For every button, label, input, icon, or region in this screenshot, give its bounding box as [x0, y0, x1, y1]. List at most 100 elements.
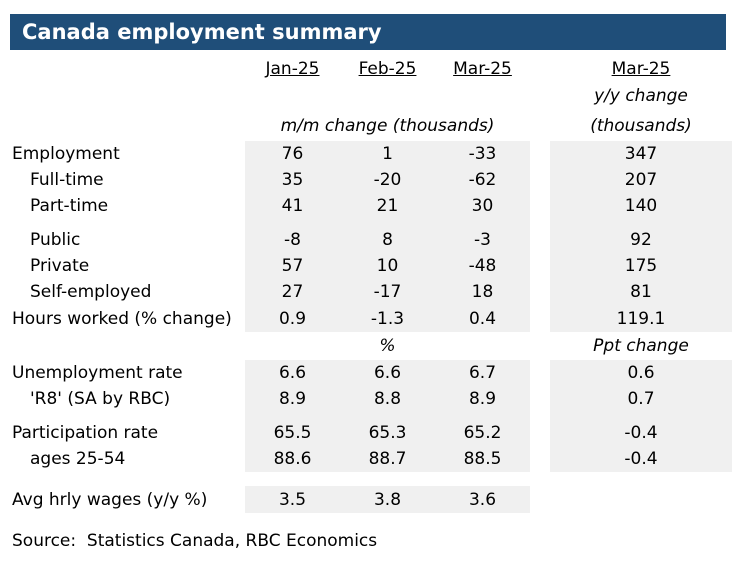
- row-end: [732, 446, 736, 472]
- cell-mar: [435, 219, 530, 227]
- cell-jan: 3.5: [245, 486, 340, 513]
- cell-mar: [435, 513, 530, 528]
- table-row: Public -8 8 -3 92: [0, 227, 736, 253]
- cell-jan: 6.6: [245, 360, 340, 386]
- cell-mar: -62: [435, 167, 530, 193]
- row-end: [732, 219, 736, 227]
- cell-yy: [550, 513, 732, 528]
- employment-table: Jan-25 Feb-25 Mar-25 Mar-25 y/y change m…: [0, 56, 736, 554]
- row-end: [732, 141, 736, 167]
- table-row: Part-time 41 21 30 140: [0, 193, 736, 219]
- cell-yy: 175: [550, 253, 732, 279]
- cell-feb: 6.6: [340, 360, 435, 386]
- page-title: Canada employment summary: [22, 20, 382, 44]
- cell-yy: 92: [550, 227, 732, 253]
- column-gap: [530, 305, 550, 332]
- cell-yy: [550, 472, 732, 486]
- cell-mar: -48: [435, 253, 530, 279]
- row-end: [732, 279, 736, 305]
- cell-mar: 65.2: [435, 420, 530, 446]
- row-end: [732, 420, 736, 446]
- table-row: Unemployment rate 6.6 6.6 6.7 0.6: [0, 360, 736, 386]
- row-end: [732, 412, 736, 420]
- row-end: [732, 227, 736, 253]
- subheader-percent: %: [379, 336, 396, 356]
- column-header-feb: Feb-25: [358, 59, 417, 79]
- row-label: Part-time: [30, 196, 109, 216]
- row-label: Employment: [12, 144, 120, 164]
- table-row: Avg hrly wages (y/y %) 3.5 3.8 3.6: [0, 486, 736, 513]
- subheader-ppt-change: Ppt change: [593, 336, 689, 356]
- cell-mar: 18: [435, 279, 530, 305]
- table-row: Private 57 10 -48 175: [0, 253, 736, 279]
- cell-mar: 0.4: [435, 305, 530, 332]
- column-gap: [530, 279, 550, 305]
- row-label: Self-employed: [30, 282, 152, 302]
- row-end: [732, 386, 736, 412]
- cell-jan: 8.9: [245, 386, 340, 412]
- cell-feb: [340, 472, 435, 486]
- cell-jan: 27: [245, 279, 340, 305]
- cell-mar: [435, 472, 530, 486]
- row-end: [732, 305, 736, 332]
- cell-yy: 0.6: [550, 360, 732, 386]
- mm-change-label: m/m change (thousands): [280, 115, 495, 136]
- column-header-mar: Mar-25: [453, 59, 512, 79]
- column-gap: [530, 332, 550, 360]
- row-label: [0, 472, 245, 486]
- row-label: Private: [30, 256, 90, 276]
- cell-mar: -33: [435, 141, 530, 167]
- cell-mar: [435, 412, 530, 420]
- row-end: [732, 167, 736, 193]
- cell-feb: 8.8: [340, 386, 435, 412]
- spacer-row: [0, 412, 736, 420]
- cell-jan: 88.6: [245, 446, 340, 472]
- table-row: Full-time 35 -20 -62 207: [0, 167, 736, 193]
- cell-yy: 119.1: [550, 305, 732, 332]
- column-gap: [530, 141, 550, 167]
- cell-feb: [340, 513, 435, 528]
- cell-jan: -8: [245, 227, 340, 253]
- yy-change-label: y/y change: [594, 86, 688, 106]
- row-label: Hours worked (% change): [12, 308, 232, 329]
- table-row: ages 25-54 88.6 88.7 88.5 -0.4: [0, 446, 736, 472]
- row-end: [732, 253, 736, 279]
- row-label: [0, 513, 245, 528]
- cell-mar: 8.9: [435, 386, 530, 412]
- table-body: Employment 76 1 -33 347 Full-time 35 -20 -62 207 P…: [0, 141, 736, 528]
- cell-jan: 35: [245, 167, 340, 193]
- cell-jan: 65.5: [245, 420, 340, 446]
- yy-unit-label: (thousands): [590, 115, 692, 136]
- cell-yy: 0.7: [550, 386, 732, 412]
- cell-feb: 88.7: [340, 446, 435, 472]
- cell-feb: 65.3: [340, 420, 435, 446]
- cell-yy: -0.4: [550, 420, 732, 446]
- table-row: 'R8' (SA by RBC) 8.9 8.8 8.9 0.7: [0, 386, 736, 412]
- column-gap: [530, 446, 550, 472]
- spacer-row: [0, 219, 736, 227]
- cell-jan: 76: [245, 141, 340, 167]
- mm-change-label-row: m/m change (thousands) (thousands): [0, 110, 736, 141]
- column-gap: [530, 513, 550, 528]
- cell-yy: 81: [550, 279, 732, 305]
- column-gap: [530, 386, 550, 412]
- column-gap: [530, 253, 550, 279]
- cell-jan: 57: [245, 253, 340, 279]
- row-end: [732, 472, 736, 486]
- cell-feb: -17: [340, 279, 435, 305]
- cell-jan: 41: [245, 193, 340, 219]
- column-header-jan: Jan-25: [265, 59, 320, 79]
- row-label: Participation rate: [12, 423, 159, 443]
- cell-yy: 207: [550, 167, 732, 193]
- cell-feb: [340, 412, 435, 420]
- cell-yy: -0.4: [550, 446, 732, 472]
- source-row: Source: Statistics Canada, RBC Economics: [0, 528, 736, 554]
- row-label: 'R8' (SA by RBC): [30, 389, 171, 409]
- row-label: Unemployment rate: [12, 363, 183, 383]
- column-gap: [530, 472, 550, 486]
- cell-feb: -20: [340, 167, 435, 193]
- row-label: [0, 412, 245, 420]
- row-end: [732, 193, 736, 219]
- cell-jan: [245, 219, 340, 227]
- cell-feb: -1.3: [340, 305, 435, 332]
